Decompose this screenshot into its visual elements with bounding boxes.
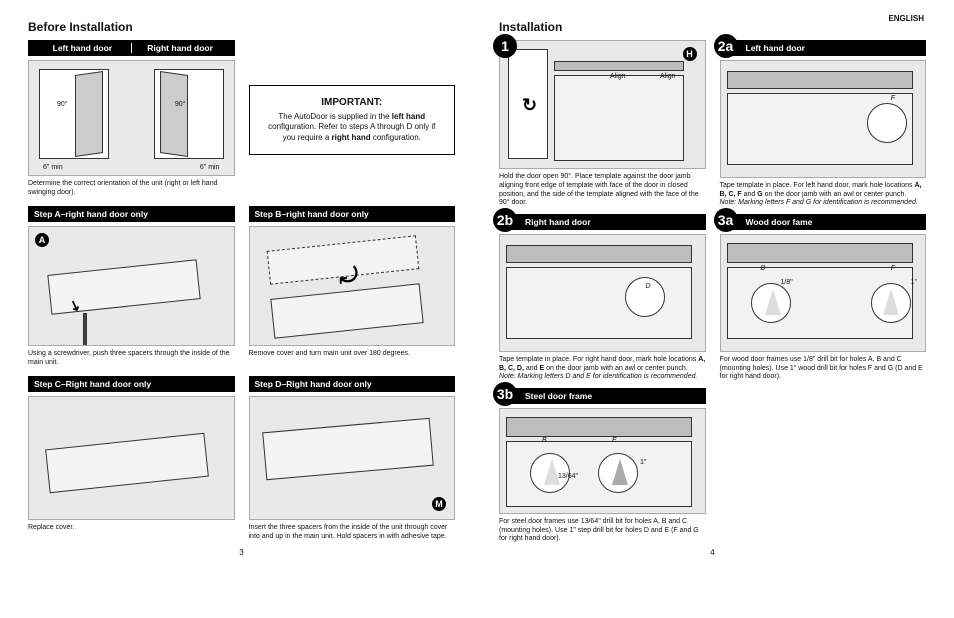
step-b-block: Step B–right hand door only ⤾ Remove cov… (249, 206, 456, 370)
angle-label-l: 90° (57, 101, 68, 108)
step-a-caption: Using a screwdriver, push three spacers … (28, 350, 235, 370)
page-4: Installation 1 H ↻ Align Align Hold the … (499, 20, 926, 608)
step-2b-header: Right hand door (499, 214, 706, 230)
step-3a-header: Wood door fame (720, 214, 927, 230)
important-title: IMPORTANT: (262, 96, 443, 110)
step-1-caption: Hold the door open 90°. Place template a… (499, 173, 706, 208)
door-orientation-block: Left hand door Right hand door 90° 6" mi… (28, 40, 235, 200)
drill-size-1-8: 1/8" (781, 279, 793, 286)
important-bold-1: left hand (392, 112, 425, 121)
step-2a-figure: F (720, 60, 927, 178)
clearance-label-l: 6" min (43, 164, 63, 171)
step-a-figure: A ↘ (28, 226, 235, 346)
step-c-caption: Replace cover. (28, 524, 235, 544)
step-3b-caption: For steel door frames use 13/64" drill b… (499, 518, 706, 544)
left-hand-door-label: Left hand door (34, 43, 132, 53)
step-2b-figure: D (499, 234, 706, 352)
page-spread: Before Installation Left hand door Right… (28, 20, 926, 608)
step-3a-block: 3a Wood door fame 1/8" 1" B F For wood d… (720, 214, 927, 382)
step-2a-note: Note: Marking letters F and G for identi… (720, 199, 918, 206)
important-text-3: configuration. (371, 133, 421, 142)
page-3: Before Installation Left hand door Right… (28, 20, 455, 608)
step-2b-caption: Tape template in place. For right hand d… (499, 356, 706, 382)
page-number-3: 3 (28, 548, 455, 557)
badge-a: A (35, 233, 49, 247)
important-bold-2: right hand (332, 133, 371, 142)
right-hand-door-label: Right hand door (132, 43, 229, 53)
important-text-1: The AutoDoor is supplied in the (278, 112, 391, 121)
step-2b-block: 2b Right hand door D Tape template in pl… (499, 214, 706, 382)
curve-arrow-icon: ↻ (522, 95, 537, 116)
drill-size-1: 1" (911, 279, 917, 286)
clearance-label-r: 6" min (200, 164, 220, 171)
angle-label-r: 90° (175, 101, 186, 108)
step-c-header: Step C–Right hand door only (28, 376, 235, 392)
badge-h: H (683, 47, 697, 61)
step-d-block: Step D–Right hand door only M Insert the… (249, 376, 456, 544)
door-orientation-figure: 90° 6" min 90° 6" min (28, 60, 235, 176)
step-1-block: 1 H ↻ Align Align Hold the door open 90°… (499, 40, 706, 208)
page-number-4: 4 (499, 548, 926, 557)
drill-size-1b: 1" (640, 459, 646, 466)
step-2b-note: Note: Marking letters D and E for identi… (499, 373, 697, 380)
badge-m: M (432, 497, 446, 511)
step-3b-badge: 3b (493, 382, 517, 406)
step-2a-header: Left hand door (720, 40, 927, 56)
step-3b-block: 3b Steel door frame 13/64" 1" B E For st… (499, 388, 706, 544)
step-3a-figure: 1/8" 1" B F (720, 234, 927, 352)
step-2a-caption: Tape template in place. For left hand do… (720, 182, 927, 208)
install-title: Installation (499, 20, 926, 34)
door-orientation-header: Left hand door Right hand door (28, 40, 235, 56)
step-b-figure: ⤾ (249, 226, 456, 346)
step-a-header: Step A–right hand door only (28, 206, 235, 222)
step-b-header: Step B–right hand door only (249, 206, 456, 222)
language-label: ENGLISH (888, 14, 924, 23)
drill-size-13-64: 13/64" (558, 473, 578, 480)
step-b-caption: Remove cover and turn main unit over 180… (249, 350, 456, 370)
rotate-arrow-icon: ⤾ (340, 263, 358, 289)
empty-cell (720, 388, 927, 544)
step-c-figure (28, 396, 235, 520)
step-1-badge: 1 (493, 34, 517, 58)
step-3a-badge: 3a (714, 208, 738, 232)
step-d-caption: Insert the three spacers from the inside… (249, 524, 456, 544)
step-a-block: Step A–right hand door only A ↘ Using a … (28, 206, 235, 370)
important-block: IMPORTANT: The AutoDoor is supplied in t… (249, 40, 456, 200)
step-1-figure: H ↻ Align Align (499, 40, 706, 169)
step-d-header: Step D–Right hand door only (249, 376, 456, 392)
step-3a-caption: For wood door frames use 1/8" drill bit … (720, 356, 927, 382)
step-2a-block: 2a Left hand door F Tape template in pla… (720, 40, 927, 208)
step-d-figure: M (249, 396, 456, 520)
before-install-title: Before Installation (28, 20, 455, 34)
step-2a-badge: 2a (714, 34, 738, 58)
door-orientation-caption: Determine the correct orientation of the… (28, 180, 235, 200)
step-3b-header: Steel door frame (499, 388, 706, 404)
step-3b-figure: 13/64" 1" B E (499, 408, 706, 514)
step-2b-badge: 2b (493, 208, 517, 232)
step-c-block: Step C–Right hand door only Replace cove… (28, 376, 235, 544)
important-box: IMPORTANT: The AutoDoor is supplied in t… (249, 85, 456, 155)
